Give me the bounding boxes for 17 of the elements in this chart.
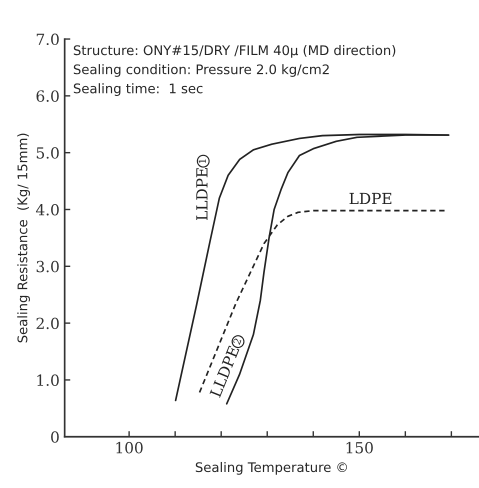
y-tick-label: 3.0 xyxy=(36,260,59,272)
y-tick-label: 7.0 xyxy=(36,34,59,46)
annotation: Sealing time: 1 sec xyxy=(74,83,202,96)
series-label: LDPE xyxy=(350,192,392,204)
y-axis-title: Sealing Resistance (Kg/ 15mm) xyxy=(17,134,30,342)
y-tick-label: 4.0 xyxy=(36,204,59,216)
x-axis-title: Sealing Temperature © xyxy=(196,462,347,475)
x-tick-label: 100 xyxy=(116,442,143,454)
y-tick-label: 1.0 xyxy=(37,374,59,386)
y-tick-label: 2.0 xyxy=(36,318,59,330)
annotation: Structure: ONY#15/DRY /FILM 40µ (MD direction) xyxy=(74,45,396,58)
y-tick-label: 0 xyxy=(51,431,59,443)
x-tick-label: 150 xyxy=(346,442,373,454)
text: LLDPE1 xyxy=(196,159,208,220)
y-tick-label: 6.0 xyxy=(36,90,59,102)
annotation: Sealing condition: Pressure 2.0 kg/cm2 xyxy=(74,64,329,77)
y-tick-label: 5.0 xyxy=(36,147,59,159)
